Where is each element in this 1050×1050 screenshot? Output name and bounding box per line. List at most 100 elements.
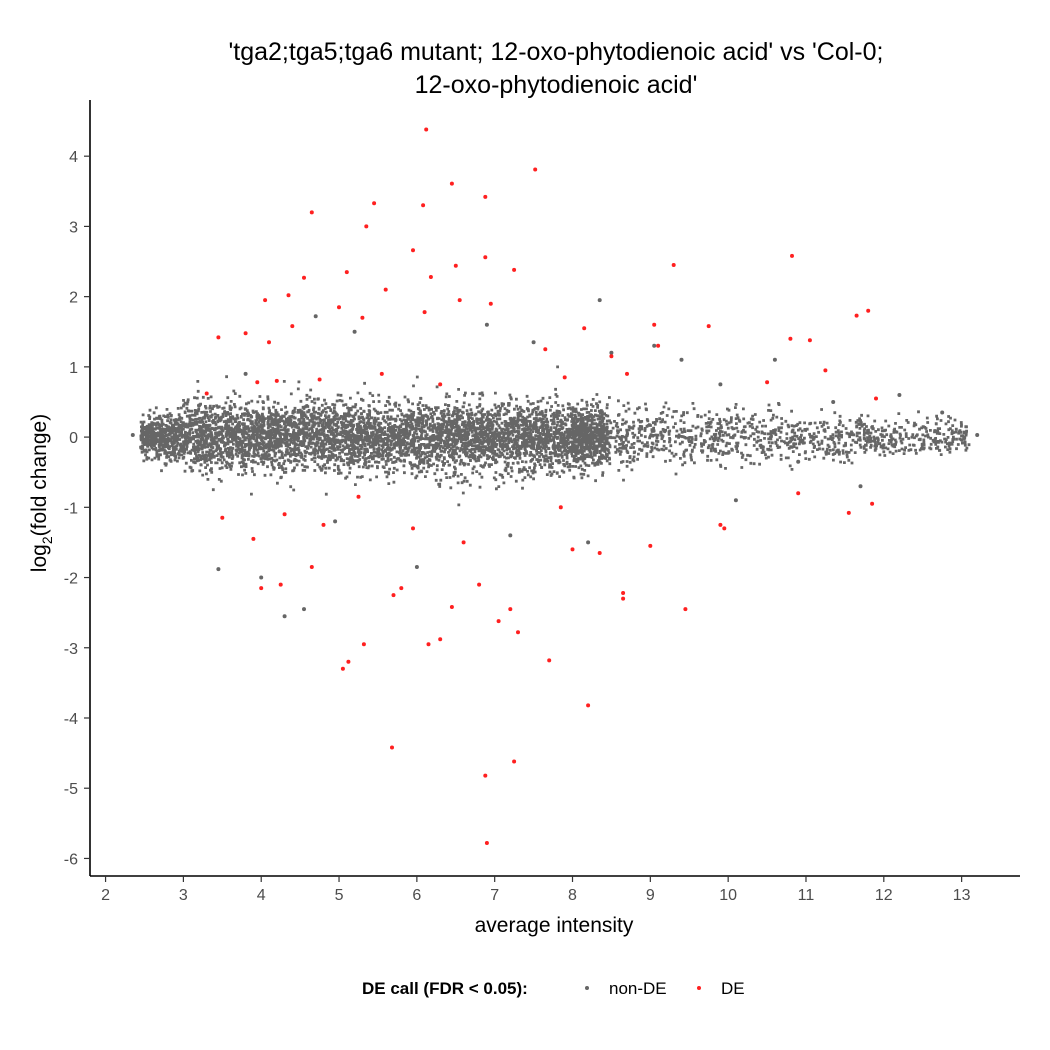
non-de-point [130, 433, 135, 437]
de-point [597, 551, 602, 555]
de-point [286, 293, 291, 298]
de-point [399, 586, 404, 591]
de-point [671, 263, 676, 267]
non-de-point [414, 565, 419, 569]
legend-title: DE call (FDR < 0.05): [362, 979, 528, 998]
de-point [483, 194, 488, 199]
de-point [428, 275, 433, 279]
x-tick-label: 6 [412, 887, 421, 904]
de-point [582, 326, 587, 331]
non-de-cloud [139, 365, 971, 507]
legend-key-de [697, 986, 701, 990]
x-tick-label: 4 [257, 887, 266, 904]
de-point [790, 253, 794, 258]
de-point [411, 248, 415, 253]
de-point [621, 591, 626, 595]
y-axis-label-tail: (fold change) [28, 414, 51, 537]
y-tick-label: -1 [64, 500, 78, 517]
x-tick-label: 10 [719, 887, 737, 904]
de-point [422, 310, 427, 315]
non-de-point [586, 540, 591, 545]
de-point [533, 167, 538, 172]
de-point [263, 298, 268, 303]
series-non-de [130, 298, 980, 619]
non-de-point [609, 350, 614, 355]
non-de-point [282, 614, 287, 619]
non-de-point [531, 340, 536, 345]
legend-label-non-de: non-DE [609, 979, 667, 998]
non-de-point [508, 533, 513, 538]
chart-title-line-2: 12-oxo-phytodienoic acid' [415, 71, 698, 99]
y-tick-label: 1 [69, 360, 78, 377]
de-point [321, 522, 326, 527]
non-de-points-path [139, 365, 971, 507]
de-point [765, 380, 770, 385]
x-axis-label: average intensity [475, 914, 634, 937]
de-point [788, 336, 793, 341]
x-tick-label: 12 [875, 887, 893, 904]
de-point [302, 275, 306, 280]
de-point [438, 382, 443, 387]
de-point [309, 565, 314, 569]
chart-title-line-1: 'tga2;tga5;tga6 mutant; 12-oxo-phytodien… [229, 38, 884, 66]
de-point [356, 494, 361, 499]
de-point [508, 607, 513, 612]
non-de-point [831, 400, 836, 404]
non-de-point [197, 403, 201, 408]
de-point [317, 377, 322, 382]
de-point [516, 630, 520, 635]
de-point [251, 536, 256, 541]
de-point [683, 607, 688, 612]
non-de-point [975, 433, 980, 437]
de-point [344, 270, 349, 275]
y-tick-label: 0 [69, 430, 78, 447]
de-point [512, 759, 517, 764]
de-point [204, 391, 209, 396]
y-tick-label: 2 [69, 290, 78, 307]
non-de-point [597, 298, 602, 303]
de-point [558, 505, 563, 510]
de-point [483, 255, 488, 260]
de-point [424, 127, 429, 132]
de-point [846, 510, 851, 515]
de-point [421, 203, 426, 208]
de-point [390, 745, 394, 750]
legend-label-de: DE [721, 979, 745, 998]
non-de-point [679, 357, 684, 362]
de-point [854, 313, 859, 318]
non-de-point [858, 484, 863, 489]
y-tick-label: -2 [64, 571, 78, 588]
de-point [586, 703, 591, 708]
non-de-point [352, 329, 357, 334]
de-point [656, 343, 661, 348]
de-point [512, 267, 517, 272]
de-point [216, 335, 221, 340]
x-tick-label: 9 [646, 887, 655, 904]
non-de-point [652, 343, 657, 348]
de-point [290, 324, 295, 329]
de-point [547, 658, 552, 663]
de-point [337, 305, 341, 310]
legend: DE call (FDR < 0.05): non-DE DE [362, 979, 745, 998]
non-de-point [243, 371, 248, 376]
de-point [621, 596, 626, 601]
y-tick-label: -4 [64, 711, 78, 728]
de-point [383, 287, 388, 292]
non-de-point [150, 426, 155, 431]
de-point [274, 378, 279, 383]
x-tick-label: 3 [179, 887, 188, 904]
de-point [426, 642, 431, 647]
y-axis-label-subscript: 2 [39, 536, 55, 544]
non-de-point [313, 314, 318, 319]
de-point [267, 340, 271, 345]
y-tick-label: 3 [69, 219, 78, 236]
y-tick-label: -3 [64, 641, 78, 658]
non-de-point [333, 519, 338, 524]
de-point [361, 642, 366, 647]
chart-title: 'tga2;tga5;tga6 mutant; 12-oxo-phytodien… [229, 38, 884, 99]
de-point [259, 586, 264, 591]
de-point [496, 619, 501, 624]
de-point [562, 375, 567, 380]
